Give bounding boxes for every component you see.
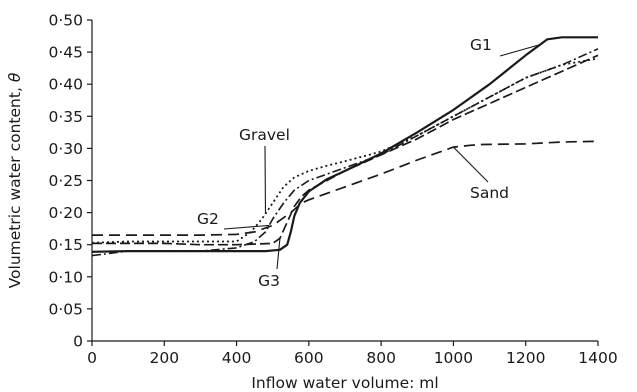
y-tick-label: 0·40 <box>48 76 83 94</box>
x-tick-label: 1400 <box>578 349 617 367</box>
series-label-gravel: Gravel <box>239 126 290 144</box>
y-tick-label: 0 <box>73 333 83 351</box>
y-tick-label: 0·20 <box>48 204 83 222</box>
y-tick-label: 0·50 <box>48 12 83 30</box>
x-tick-label: 400 <box>222 349 252 367</box>
y-tick-label: 0·45 <box>48 44 83 62</box>
axes-layer <box>91 20 598 342</box>
y-tick-label: 0·35 <box>48 108 83 126</box>
x-tick-label: 200 <box>149 349 179 367</box>
series-line-g2 <box>91 48 599 257</box>
label-leader-g2 <box>223 224 270 230</box>
series-line-g3 <box>92 54 599 246</box>
x-tick-label: 1200 <box>506 349 545 367</box>
series-label-g3: G3 <box>258 272 280 290</box>
series-label-sand: Sand <box>470 184 509 202</box>
y-tick-label: 0·25 <box>48 172 83 190</box>
series-line-g1 <box>91 36 598 253</box>
y-tick-label: 0·30 <box>48 140 83 158</box>
x-tick-label: 800 <box>366 349 396 367</box>
y-tick-label: 0·05 <box>48 300 83 318</box>
x-axis-title: Inflow water volume: ml <box>251 374 438 392</box>
ticks-layer: 0 200 400 600 800 1000 1200 1400 0 0·05 0·10 0·15 0·… <box>48 12 617 368</box>
label-leader-g3 <box>276 238 281 270</box>
label-leader-sand <box>453 146 489 183</box>
y-tick-label: 0·10 <box>48 268 83 286</box>
labels-layer: G1 Gravel G2 Sand G3 <box>197 36 541 290</box>
x-tick-label: 1000 <box>434 349 473 367</box>
x-tick-label: 600 <box>294 349 324 367</box>
y-axis-title-text: Volumetric water content, <box>6 87 24 288</box>
y-axis-title: Volumetric water content, θ <box>6 72 24 288</box>
y-tick-label: 0·15 <box>48 236 83 254</box>
series-label-g1: G1 <box>470 36 492 54</box>
x-tick-label: 0 <box>87 349 97 367</box>
y-axis-title-symbol: θ <box>6 72 24 82</box>
series-layer <box>91 36 599 257</box>
series-line-gravel <box>91 57 599 244</box>
series-line-sand <box>92 140 599 236</box>
label-leader-g1 <box>499 44 541 57</box>
series-label-g2: G2 <box>197 210 219 228</box>
